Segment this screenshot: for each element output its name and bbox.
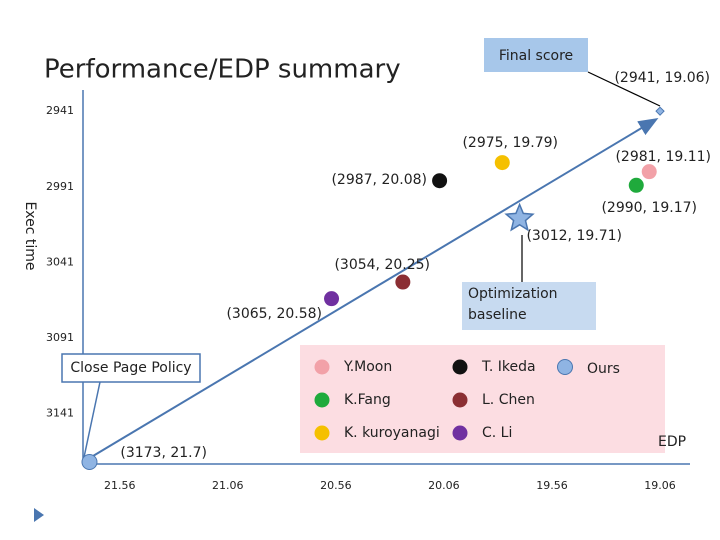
nav-icon[interactable] — [34, 508, 44, 522]
baseline-callout — [462, 282, 596, 330]
legend-label: K.Fang — [344, 392, 391, 408]
data-label: (2987, 20.08) — [331, 172, 427, 188]
annotation-line: baseline — [468, 307, 527, 323]
x-tick-label: 19.56 — [536, 479, 568, 492]
data-label: (2981, 19.11) — [615, 149, 711, 165]
chart-title: Performance/EDP summary — [44, 55, 401, 85]
data-label: (3012, 19.71) — [526, 228, 622, 244]
legend-swatch — [452, 392, 468, 408]
data-label: (2975, 19.79) — [462, 135, 558, 151]
legend-swatch — [314, 359, 330, 375]
legend-swatch — [314, 392, 330, 408]
annotation: Final score — [499, 48, 573, 64]
data-label: (3065, 20.58) — [226, 306, 322, 322]
point — [494, 155, 510, 171]
legend-label: Ours — [587, 361, 620, 377]
x-tick-label: 19.06 — [644, 479, 676, 492]
legend-label: L. Chen — [482, 392, 535, 408]
legend-label: K. kuroyanagi — [344, 425, 440, 441]
data-label: (2990, 19.17) — [601, 200, 697, 216]
x-tick-label: 21.56 — [104, 479, 136, 492]
y-axis-label: Exec time — [22, 201, 38, 270]
point — [628, 177, 644, 193]
data-label: (3054, 20.25) — [334, 257, 430, 273]
policy-box — [61, 353, 201, 383]
y-tick-label: 2991 — [46, 180, 74, 193]
point — [432, 173, 448, 189]
point — [81, 454, 98, 470]
point — [655, 106, 665, 116]
y-tick-label: 3091 — [46, 331, 74, 344]
trend-arrow — [82, 117, 659, 463]
legend-label: C. Li — [482, 425, 512, 441]
point — [641, 164, 657, 180]
point — [395, 274, 411, 290]
legend-swatch — [452, 425, 468, 441]
point — [324, 291, 340, 307]
y-tick-label: 3041 — [46, 255, 74, 268]
final-score-callout — [484, 38, 588, 72]
y-tick-label: 3141 — [46, 407, 74, 420]
x-tick-label: 21.06 — [212, 479, 244, 492]
legend-swatch — [452, 359, 468, 375]
x-axis-label: EDP — [658, 434, 686, 450]
x-tick-label: 20.56 — [320, 479, 352, 492]
data-label: (3173, 21.7) — [120, 445, 207, 461]
y-tick-label: 2941 — [46, 104, 74, 117]
legend-label: T. Ikeda — [481, 359, 536, 375]
annotation: Close Page Policy — [70, 360, 191, 376]
data-label: (2941, 19.06) — [614, 70, 710, 86]
policy-line — [82, 381, 101, 463]
callout-line — [587, 71, 661, 107]
legend-label: Y.Moon — [343, 359, 392, 375]
annotation: Optimization baseline — [468, 286, 558, 323]
point — [504, 202, 535, 232]
legend-box — [300, 345, 665, 453]
x-tick-label: 20.06 — [428, 479, 460, 492]
legend-swatch — [314, 425, 330, 441]
legend-swatch — [557, 359, 573, 375]
